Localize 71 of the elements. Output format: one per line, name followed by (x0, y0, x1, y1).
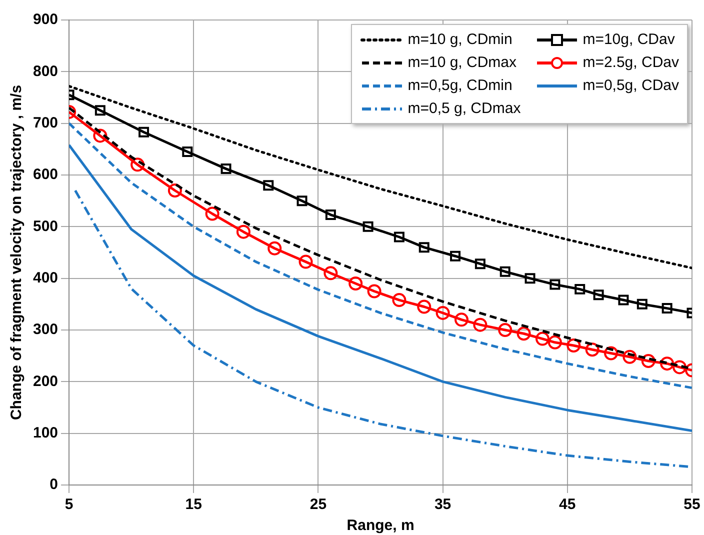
point (516, 326, 531, 341)
point (524, 273, 536, 284)
x-tick-label: 15 (185, 496, 202, 514)
y-tick-label: 100 (32, 424, 58, 442)
y-tick-label: 400 (32, 269, 58, 286)
point (574, 284, 586, 294)
legend-label: m=0,5g, CDmin (408, 77, 512, 94)
legend-label: m=10 g, CDmin (408, 31, 512, 48)
point (263, 180, 274, 191)
point (168, 184, 182, 198)
point (622, 350, 637, 364)
x-tick-label: 45 (559, 496, 576, 514)
point (662, 303, 672, 314)
point (593, 290, 604, 300)
point (367, 284, 382, 298)
x-axis-title: Range, m (346, 517, 414, 534)
point (450, 250, 461, 262)
point (205, 206, 220, 221)
legend-label: m=0,5 g, CDmax (408, 100, 521, 117)
y-axis-title: Change of fragment velocity on trajectory , m/s (8, 84, 26, 420)
y-tick-label: 300 (32, 321, 58, 338)
point (138, 126, 150, 138)
point (566, 338, 581, 352)
point (454, 312, 468, 327)
legend-label: m=10 g, CDmax (408, 54, 517, 71)
point (660, 356, 674, 371)
y-tick-label: 800 (32, 62, 58, 80)
point (394, 232, 404, 242)
x-tick-label: 5 (64, 496, 74, 514)
point (672, 360, 687, 374)
point (94, 105, 106, 116)
y-tick-label: 200 (32, 372, 58, 390)
point (641, 354, 656, 368)
legend-label: m=0,5g, CDav (582, 77, 679, 94)
y-tick-label: 700 (32, 114, 58, 132)
point (604, 346, 618, 360)
point (550, 279, 560, 290)
x-tick-label: 35 (434, 496, 452, 514)
point (436, 306, 450, 320)
point (392, 293, 406, 308)
point (585, 342, 600, 357)
y-tick-label: 900 (32, 11, 58, 28)
point (325, 210, 336, 220)
point (548, 335, 562, 350)
legend-label: m=2.5g, CDav (582, 54, 679, 71)
point (417, 300, 432, 314)
point (500, 266, 510, 277)
point (498, 323, 512, 337)
point (130, 158, 145, 172)
point (268, 241, 282, 256)
point (236, 224, 250, 239)
legend-label: m=10g, CDav (582, 31, 675, 48)
point (362, 221, 374, 232)
point (636, 298, 648, 310)
point (220, 164, 232, 174)
point (618, 294, 629, 306)
point (473, 318, 488, 332)
point (535, 332, 550, 346)
y-tick-label: 500 (32, 218, 58, 235)
point (348, 276, 363, 290)
x-tick-label: 55 (684, 496, 700, 514)
point (474, 258, 486, 270)
point (296, 196, 308, 206)
point (298, 254, 313, 269)
point (182, 146, 193, 157)
y-tick-label: 0 (50, 476, 58, 494)
point (418, 242, 430, 253)
y-tick-label: 600 (32, 166, 58, 184)
point (324, 266, 338, 280)
point (93, 128, 108, 143)
x-tick-label: 25 (310, 496, 327, 514)
